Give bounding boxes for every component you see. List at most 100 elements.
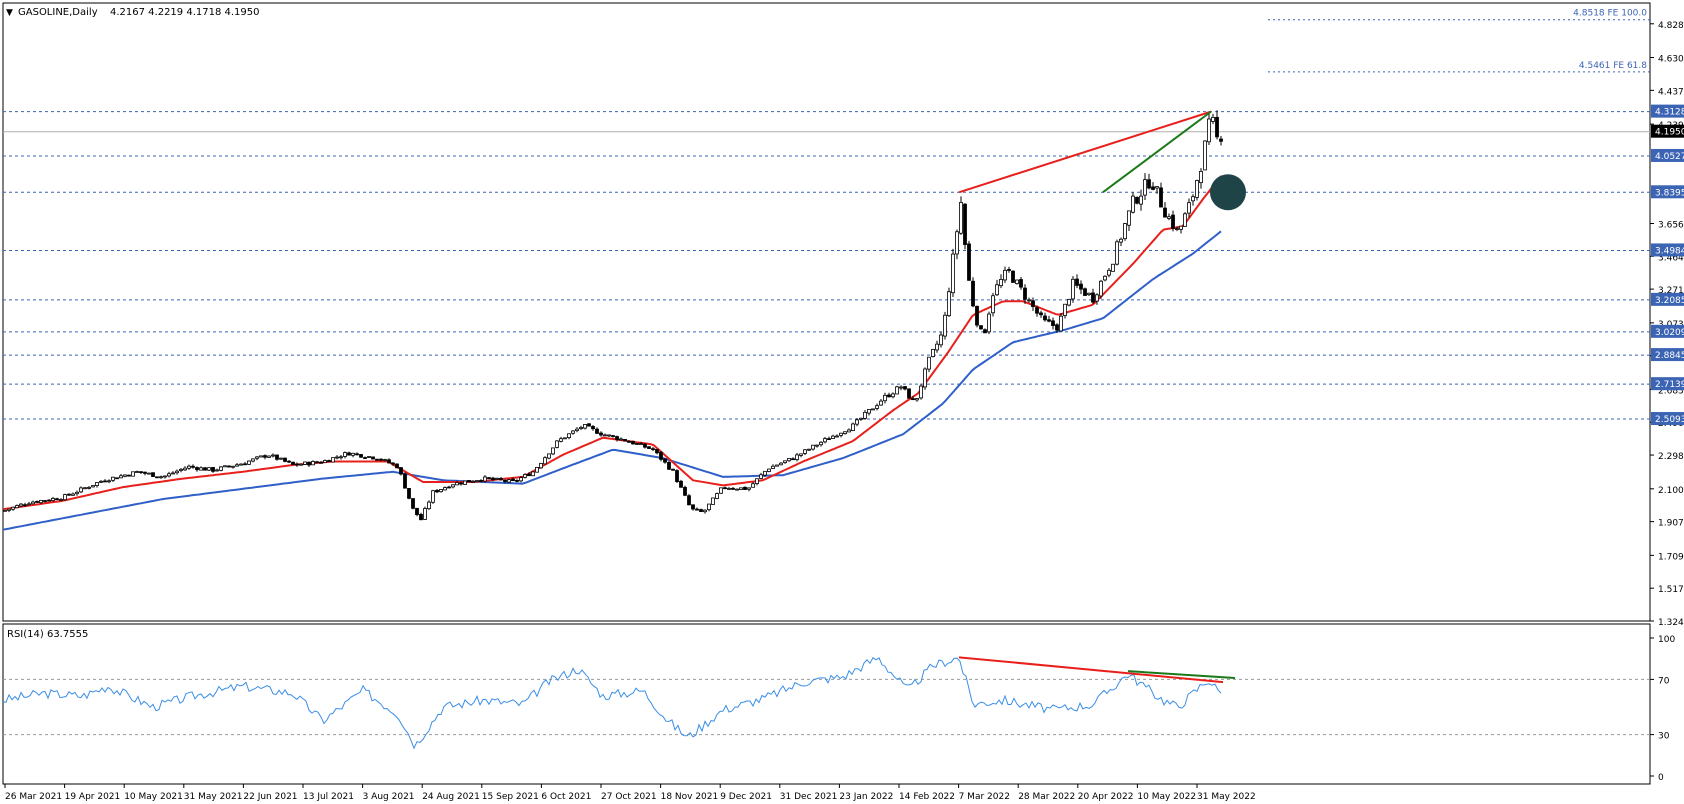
candle bbox=[271, 453, 275, 458]
price-tick-label-14: 1.7095 bbox=[1658, 552, 1684, 562]
candle bbox=[379, 458, 383, 462]
candle bbox=[787, 458, 791, 462]
candle-body bbox=[855, 419, 859, 425]
candle-body bbox=[59, 499, 63, 501]
price-tick-label-6: 3.2715 bbox=[1658, 286, 1684, 296]
candle bbox=[795, 452, 799, 462]
candle-body bbox=[591, 426, 595, 430]
level-tag-label-0: 4.3128 bbox=[1655, 108, 1684, 118]
level-tag-label-1: 4.0527 bbox=[1655, 152, 1684, 162]
candle bbox=[303, 461, 307, 465]
candle bbox=[1211, 113, 1215, 125]
candle-body bbox=[271, 454, 275, 457]
time-label-19: 10 May 2022 bbox=[1137, 792, 1196, 802]
candle bbox=[915, 398, 919, 402]
candle-body bbox=[931, 348, 935, 358]
candle-body bbox=[111, 476, 115, 481]
candle bbox=[807, 448, 811, 451]
candle bbox=[891, 392, 895, 399]
candle-body bbox=[1127, 210, 1131, 226]
candle bbox=[507, 479, 511, 483]
candle bbox=[927, 356, 931, 373]
chart-symbol-label: GASOLINE,Daily bbox=[18, 7, 98, 18]
level-tag-label-5: 3.0209 bbox=[1655, 328, 1684, 338]
candle-body bbox=[707, 503, 711, 511]
price-tick-label-2: 4.4375 bbox=[1658, 87, 1684, 97]
level-tag-label-8: 2.5093 bbox=[1655, 415, 1684, 425]
candle-body bbox=[283, 457, 287, 462]
candle-body bbox=[879, 400, 883, 406]
time-axis: 26 Mar 2021 19 Apr 2021 10 May 2021 31 May … bbox=[4, 784, 1256, 802]
candle bbox=[63, 493, 67, 501]
candle bbox=[263, 454, 267, 460]
price-tick-label-13: 1.9075 bbox=[1658, 519, 1684, 529]
candle-body bbox=[1123, 223, 1127, 240]
candle bbox=[239, 463, 243, 466]
candle-body bbox=[459, 482, 463, 485]
candle bbox=[391, 462, 395, 466]
candle bbox=[407, 488, 411, 500]
candle bbox=[39, 499, 43, 505]
candle-body bbox=[627, 440, 631, 443]
candle bbox=[111, 476, 115, 483]
candle bbox=[59, 498, 63, 502]
candle bbox=[743, 486, 747, 490]
candle bbox=[403, 472, 407, 489]
highlight-circle-marker bbox=[1210, 174, 1246, 211]
candle bbox=[1019, 277, 1023, 290]
candle bbox=[1215, 110, 1219, 140]
candle bbox=[671, 468, 675, 471]
candle bbox=[123, 474, 127, 478]
candle-body bbox=[131, 471, 135, 477]
candle bbox=[763, 470, 767, 477]
candle-body bbox=[1003, 269, 1007, 281]
candle bbox=[831, 434, 835, 439]
candle bbox=[371, 456, 375, 460]
candle bbox=[643, 442, 647, 449]
candle bbox=[483, 475, 487, 483]
time-label-6: 3 Aug 2021 bbox=[363, 792, 415, 802]
candle bbox=[475, 480, 479, 483]
candle bbox=[687, 493, 691, 506]
candle-body bbox=[39, 499, 43, 504]
candle-body bbox=[183, 467, 187, 471]
trendlines bbox=[958, 110, 1246, 211]
level-tag-label-2: 3.8395 bbox=[1655, 188, 1684, 198]
candle bbox=[591, 424, 595, 431]
candle bbox=[971, 277, 975, 308]
candle bbox=[495, 477, 499, 480]
candle-body bbox=[123, 474, 127, 477]
level-tag-label-3: 3.4984 bbox=[1655, 246, 1684, 256]
candle-body bbox=[79, 487, 83, 493]
chart-arrow-icon[interactable]: ▼ bbox=[6, 8, 13, 18]
candle-body bbox=[235, 464, 239, 467]
candle bbox=[119, 474, 123, 479]
candle-body bbox=[647, 446, 651, 449]
candle-body bbox=[839, 432, 843, 436]
candle-body bbox=[343, 452, 347, 457]
candle-body bbox=[395, 463, 399, 469]
candle-body bbox=[1135, 196, 1139, 204]
candle-body bbox=[7, 508, 11, 511]
candle bbox=[491, 476, 495, 482]
candle bbox=[531, 471, 535, 477]
candle bbox=[67, 493, 71, 496]
candle-body bbox=[819, 441, 823, 446]
candle-body bbox=[67, 493, 71, 496]
candle-body bbox=[267, 455, 271, 458]
candle-body bbox=[767, 468, 771, 472]
candle bbox=[1155, 186, 1159, 194]
candle bbox=[1187, 198, 1191, 218]
candle-body bbox=[179, 468, 183, 471]
level-tag-5 bbox=[1651, 324, 1684, 338]
candle-body bbox=[1087, 292, 1091, 295]
candle-body bbox=[155, 476, 159, 479]
candle-body bbox=[107, 480, 111, 483]
candle bbox=[195, 466, 199, 472]
candle bbox=[1067, 298, 1071, 307]
candle-body bbox=[895, 386, 899, 395]
candle bbox=[603, 433, 607, 437]
candle bbox=[923, 367, 927, 390]
time-label-16: 7 Mar 2022 bbox=[959, 792, 1010, 802]
candle bbox=[427, 500, 431, 511]
